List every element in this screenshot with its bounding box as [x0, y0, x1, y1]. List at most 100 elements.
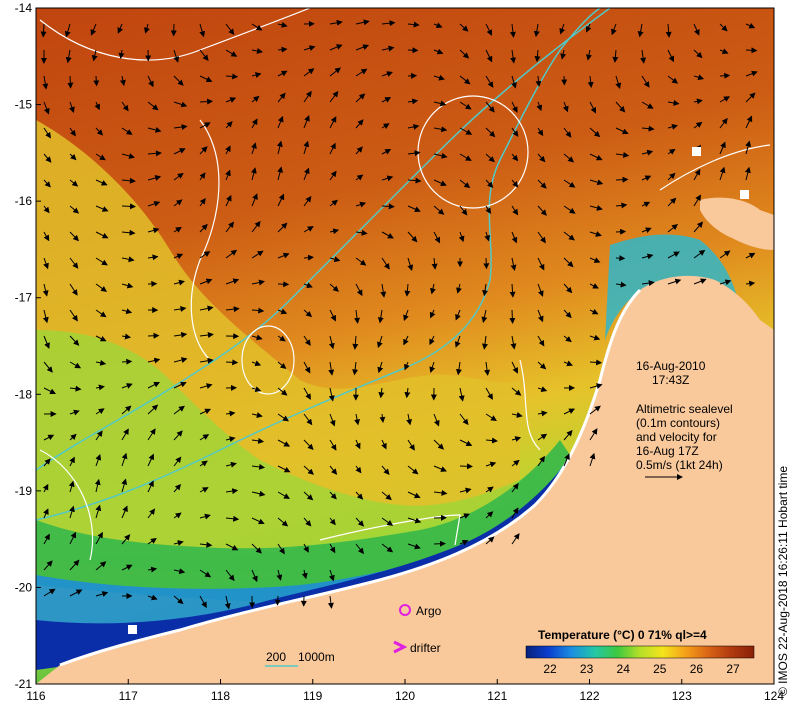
velocity-arrow [537, 231, 546, 244]
velocity-arrow [251, 569, 258, 583]
velocity-arrow [459, 179, 471, 189]
velocity-arrow [381, 175, 394, 182]
velocity-arrow [511, 101, 518, 113]
velocity-arrow [693, 168, 701, 181]
velocity-arrow [641, 149, 654, 156]
velocity-arrow [511, 205, 519, 216]
velocity-arrow [173, 430, 183, 441]
velocity-arrow [225, 49, 238, 57]
velocity-arrow [277, 543, 285, 555]
altimetry-line: 0.5m/s (1kt 24h) [636, 458, 723, 472]
velocity-arrow [173, 357, 188, 363]
velocity-arrow [511, 412, 523, 418]
velocity-arrow [303, 361, 311, 374]
velocity-arrow [719, 96, 730, 103]
velocity-arrow [381, 149, 392, 155]
velocity-arrow [121, 478, 128, 493]
velocity-arrow [42, 283, 49, 297]
lat-tick-label: -17 [15, 291, 33, 305]
velocity-arrow [589, 359, 603, 366]
velocity-arrow [407, 465, 419, 475]
velocity-arrow [433, 231, 441, 244]
velocity-arrow [276, 140, 283, 155]
velocity-arrow [589, 308, 599, 315]
velocity-arrow [407, 177, 422, 184]
velocity-arrow [69, 456, 75, 467]
velocity-arrow [612, 49, 619, 63]
velocity-arrow [43, 560, 53, 571]
velocity-arrow [274, 595, 281, 606]
velocity-arrow [589, 179, 604, 186]
velocity-arrow [485, 101, 495, 113]
velocity-arrow [745, 140, 751, 155]
velocity-arrow [355, 201, 367, 208]
velocity-arrow [173, 405, 185, 415]
velocity-arrow [511, 533, 520, 545]
velocity-arrow [121, 308, 133, 315]
velocity-arrow [355, 491, 364, 500]
velocity-arrow [277, 335, 286, 342]
velocity-arrow [485, 486, 494, 493]
velocity-arrow [485, 179, 494, 189]
velocity-arrow [69, 205, 80, 214]
velocity-arrow [173, 148, 186, 155]
velocity-arrow [199, 23, 206, 38]
velocity-arrow [537, 433, 548, 441]
velocity-arrow [381, 257, 390, 270]
velocity-arrow [433, 205, 445, 215]
velocity-arrow [43, 508, 49, 519]
lat-tick-label: -19 [15, 484, 33, 498]
velocity-arrow [147, 538, 157, 545]
velocity-arrow [589, 257, 601, 263]
velocity-arrow [277, 70, 288, 77]
velocity-arrow [354, 309, 360, 324]
velocity-arrow [147, 254, 159, 261]
lat-tick-label: -14 [15, 1, 33, 15]
velocity-arrow [433, 179, 447, 186]
velocity-arrow [354, 413, 361, 426]
velocity-arrow [404, 283, 411, 297]
velocity-arrow [119, 75, 126, 87]
velocity-arrow [121, 203, 136, 210]
velocity-arrow [381, 517, 394, 526]
velocity-arrow [563, 335, 572, 343]
velocity-arrow [276, 569, 283, 581]
velocity-arrow [328, 569, 335, 582]
velocity-arrow [121, 405, 132, 415]
velocity-arrow [303, 226, 314, 233]
altimetry-line: and velocity for [636, 430, 717, 444]
velocity-arrow [251, 307, 265, 314]
velocity-arrow [329, 67, 341, 77]
velocity-arrow [693, 23, 700, 36]
velocity-arrow [485, 536, 495, 545]
velocity-arrow [68, 480, 75, 493]
velocity-arrow [277, 252, 290, 259]
velocity-arrow [173, 540, 184, 546]
velocity-arrow [537, 127, 544, 137]
velocity-arrow [693, 98, 703, 105]
velocity-arrow [303, 439, 314, 451]
velocity-arrow [43, 127, 51, 139]
velocity-arrow [485, 205, 492, 215]
velocity-arrow [147, 381, 160, 389]
velocity-arrow [329, 283, 339, 292]
velocity-arrow [431, 257, 438, 270]
velocity-arrow [641, 201, 651, 208]
velocity-arrow [355, 543, 365, 555]
coastline-edge [59, 288, 642, 667]
velocity-arrow [329, 309, 336, 322]
sealevel-contour-2 [190, 119, 220, 361]
velocity-arrow [225, 194, 232, 207]
velocity-arrow [667, 278, 682, 285]
velocity-arrow [147, 332, 160, 339]
velocity-arrow [482, 283, 489, 297]
velocity-arrow [510, 49, 517, 64]
velocity-arrow [510, 257, 517, 271]
velocity-arrow [459, 439, 473, 447]
velocity-arrow [147, 126, 162, 133]
velocity-arrow [303, 90, 312, 103]
velocity-arrow [537, 309, 544, 323]
velocity-arrow [381, 123, 390, 129]
velocity-arrow [433, 489, 448, 496]
